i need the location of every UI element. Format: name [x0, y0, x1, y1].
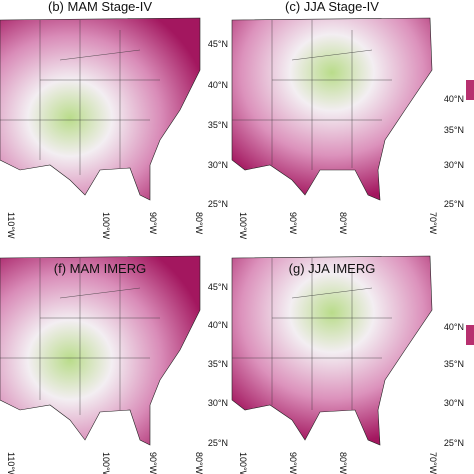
- lat-label: 35°N: [444, 125, 464, 135]
- lon-label: 110°W: [6, 452, 16, 474]
- lon-label: 90°W: [148, 452, 158, 474]
- lon-label: 90°W: [288, 212, 298, 235]
- lon-label: 110°W: [6, 212, 16, 239]
- lon-label: 80°W: [338, 452, 348, 474]
- lat-label: 40°N: [444, 94, 464, 104]
- panel-title: (f) MAM IMERG: [54, 261, 146, 276]
- lat-label: 25°N: [444, 199, 464, 209]
- lat-label: 25°N: [444, 438, 464, 448]
- lat-label: 45°N: [208, 282, 228, 292]
- map-partial-top: [466, 80, 474, 100]
- map-mam-stage4: [0, 17, 201, 201]
- maps: [0, 17, 474, 446]
- lat-label: 40°N: [208, 80, 228, 90]
- lat-label: 25°N: [208, 438, 228, 448]
- lon-label: 80°W: [194, 212, 204, 235]
- panel-title: (b) MAM Stage-IV: [48, 0, 152, 14]
- lon-label: 80°W: [194, 452, 204, 474]
- lon-label: 80°W: [338, 212, 348, 235]
- lat-label: 35°N: [208, 120, 228, 130]
- panel-title: (g) JJA IMERG: [289, 261, 376, 276]
- map-jja-imerg: [231, 255, 433, 446]
- lon-label: 100°W: [101, 452, 111, 474]
- lat-label: 30°N: [444, 398, 464, 408]
- panel-title: (c) JJA Stage-IV: [285, 0, 379, 14]
- lat-label: 30°N: [208, 160, 228, 170]
- lat-label: 45°N: [208, 39, 228, 49]
- lat-label: 40°N: [208, 320, 228, 330]
- lon-label: 100°W: [238, 212, 248, 240]
- lat-label: 25°N: [208, 199, 228, 209]
- map-mam-imerg: [0, 255, 201, 446]
- lat-label: 35°N: [208, 359, 228, 369]
- map-partial-bottom: [466, 325, 474, 345]
- lon-label: 100°W: [101, 212, 111, 240]
- lat-label: 30°N: [444, 160, 464, 170]
- lon-label: 100°W: [238, 452, 248, 474]
- lon-label: 70°W: [428, 452, 438, 474]
- lon-label: 70°W: [428, 212, 438, 235]
- lat-label: 35°N: [444, 359, 464, 369]
- lat-label: 30°N: [208, 398, 228, 408]
- lon-label: 90°W: [148, 212, 158, 235]
- lat-label: 40°N: [444, 322, 464, 332]
- map-jja-stage4: [231, 17, 433, 201]
- lon-label: 90°W: [288, 452, 298, 474]
- state-borders: [0, 20, 392, 415]
